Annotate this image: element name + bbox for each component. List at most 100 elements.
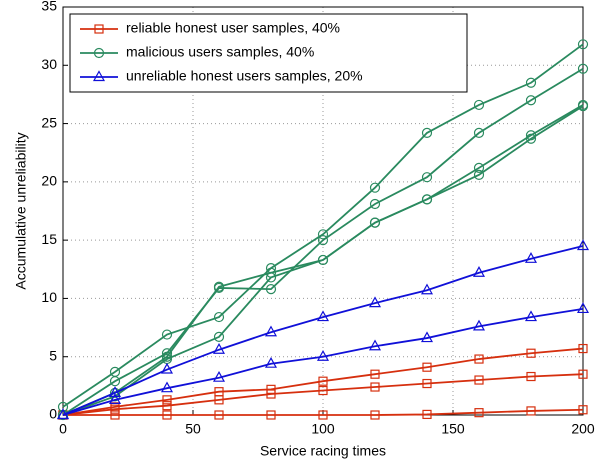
- marker: [422, 409, 432, 420]
- marker: [162, 410, 172, 420]
- marker: [422, 378, 432, 389]
- series-line: [62, 105, 584, 416]
- marker: [525, 133, 537, 144]
- y-axis-label: Accumulative unreliability: [13, 132, 29, 289]
- marker: [473, 169, 485, 180]
- marker: [526, 371, 536, 382]
- marker: [526, 348, 536, 358]
- marker: [110, 404, 120, 414]
- marker: [316, 310, 330, 322]
- marker: [266, 389, 276, 399]
- x-tick-label: 200: [571, 421, 595, 437]
- marker: [576, 239, 590, 251]
- marker: [474, 408, 484, 418]
- marker: [370, 410, 380, 420]
- series-line: [62, 43, 584, 408]
- marker: [368, 339, 382, 351]
- marker: [161, 329, 173, 340]
- marker: [108, 393, 122, 404]
- marker: [160, 381, 174, 393]
- marker: [318, 376, 328, 386]
- marker: [525, 77, 537, 88]
- marker: [92, 70, 106, 82]
- x-tick-label: 50: [185, 421, 201, 437]
- marker: [56, 408, 70, 420]
- marker: [472, 319, 486, 331]
- marker: [578, 405, 588, 415]
- marker: [108, 386, 122, 397]
- y-tick-label: 25: [41, 114, 57, 130]
- series-line: [62, 68, 584, 416]
- marker: [94, 24, 104, 34]
- marker: [317, 229, 329, 240]
- marker: [265, 272, 277, 283]
- marker: [577, 39, 589, 50]
- x-axis-label: Service racing times: [260, 443, 386, 459]
- marker: [524, 310, 538, 322]
- marker: [109, 376, 121, 387]
- legend-label: reliable honest user samples, 40%: [126, 20, 340, 36]
- y-tick-label: 15: [41, 231, 57, 247]
- marker: [213, 281, 225, 292]
- marker: [213, 311, 225, 323]
- marker: [370, 369, 380, 379]
- legend-label: malicious users samples, 40%: [126, 44, 314, 60]
- marker: [264, 356, 278, 368]
- marker: [212, 342, 226, 354]
- marker: [369, 198, 381, 210]
- marker: [421, 194, 433, 205]
- marker: [578, 369, 588, 379]
- marker: [370, 382, 380, 392]
- x-tick-label: 0: [59, 421, 67, 437]
- marker: [93, 47, 105, 59]
- marker: [214, 410, 224, 420]
- marker: [57, 401, 69, 412]
- marker: [473, 127, 485, 138]
- series-line: [62, 245, 584, 416]
- marker: [317, 254, 329, 266]
- y-tick-label: 35: [41, 0, 57, 14]
- marker: [524, 252, 538, 263]
- marker: [422, 362, 432, 372]
- marker: [368, 296, 382, 308]
- marker: [576, 302, 590, 314]
- marker: [420, 331, 434, 343]
- y-tick-label: 30: [41, 56, 57, 72]
- x-tick-label: 150: [441, 421, 465, 437]
- series-line: [62, 308, 584, 416]
- marker: [473, 162, 485, 173]
- marker: [212, 370, 226, 382]
- marker: [421, 172, 433, 183]
- marker: [420, 283, 434, 295]
- marker: [577, 63, 589, 74]
- y-tick-label: 5: [49, 347, 57, 363]
- y-tick-label: 20: [41, 173, 57, 189]
- marker: [318, 410, 328, 420]
- marker: [473, 99, 485, 111]
- legend-label: unreliable honest users samples, 20%: [126, 68, 363, 84]
- x-tick-label: 100: [311, 421, 335, 437]
- marker: [160, 362, 174, 374]
- series-line: [63, 408, 584, 416]
- marker: [264, 325, 278, 337]
- marker: [578, 343, 588, 354]
- marker: [526, 406, 536, 416]
- marker: [214, 395, 224, 405]
- marker: [577, 100, 589, 112]
- marker: [474, 354, 484, 364]
- marker: [369, 217, 381, 228]
- marker: [318, 385, 328, 396]
- marker: [266, 410, 276, 420]
- marker: [265, 284, 277, 295]
- legend-box: [69, 13, 468, 93]
- marker: [316, 349, 330, 361]
- series-line: [62, 347, 584, 416]
- series-line: [62, 373, 584, 416]
- marker: [369, 182, 381, 193]
- y-tick-label: 0: [49, 406, 57, 422]
- y-tick-label: 10: [41, 289, 57, 305]
- marker: [110, 410, 120, 420]
- marker: [162, 401, 172, 411]
- marker: [162, 395, 172, 405]
